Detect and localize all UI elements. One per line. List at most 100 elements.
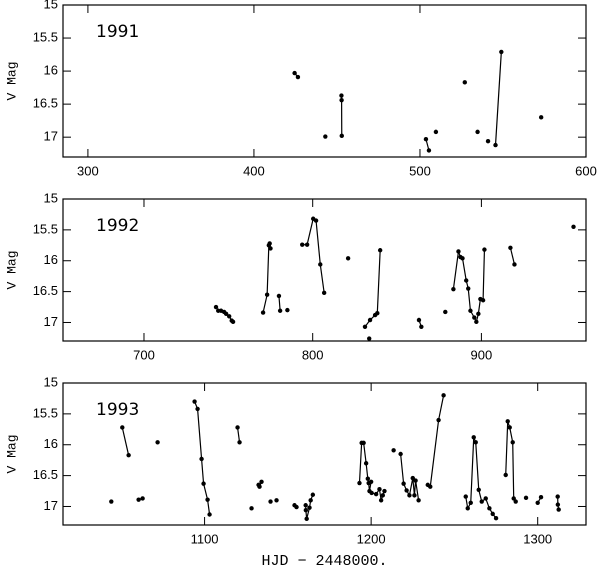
x-tick-label: 1200 [357, 531, 386, 546]
data-point [464, 278, 469, 283]
data-point [361, 440, 366, 446]
data-point [487, 506, 492, 511]
data-point [538, 495, 544, 500]
data-point [323, 134, 328, 139]
data-point [377, 248, 383, 253]
data-point [507, 425, 512, 430]
data-point [413, 478, 418, 483]
data-point [268, 246, 273, 251]
plot-frame [62, 382, 587, 526]
data-point [493, 516, 499, 521]
data-point [380, 493, 385, 498]
data-point [109, 499, 114, 504]
data-point [456, 249, 461, 254]
data-point [460, 256, 465, 261]
x-tick-label: 700 [133, 347, 155, 362]
data-point [451, 286, 456, 292]
light-curve-segment [465, 437, 497, 519]
y-axis-label: V Mag [4, 250, 19, 289]
data-point [308, 498, 313, 503]
data-point [199, 456, 204, 462]
data-point [373, 491, 379, 497]
data-point [473, 440, 478, 445]
data-point [226, 314, 232, 319]
x-tick-label: 1300 [523, 531, 552, 546]
data-point [412, 493, 417, 498]
data-point [538, 115, 544, 120]
data-point [428, 484, 433, 489]
data-point [230, 319, 236, 325]
data-point [257, 484, 262, 489]
y-tick-label: 17 [44, 314, 58, 329]
data-point [479, 499, 484, 504]
data-point [463, 494, 468, 499]
data-point [307, 505, 312, 510]
data-point [294, 504, 299, 510]
data-point [471, 435, 476, 440]
data-point [419, 324, 424, 329]
data-point [462, 80, 467, 85]
annotation: 1993 [96, 400, 139, 420]
y-tick-label: 16 [44, 436, 58, 451]
light-curve-segment [427, 395, 445, 488]
data-point [213, 304, 219, 310]
data-point [476, 311, 481, 317]
data-point [472, 315, 477, 320]
data-point [378, 498, 384, 503]
y-tick-label: 16.5 [33, 96, 58, 111]
data-point [503, 472, 508, 478]
data-point [367, 317, 373, 323]
data-point [555, 494, 560, 499]
data-point [264, 292, 270, 297]
data-point [126, 453, 131, 458]
data-point [357, 480, 362, 486]
y-tick-label: 15 [44, 374, 58, 389]
data-point [510, 440, 515, 445]
x-tick-label: 800 [302, 347, 324, 362]
data-point [466, 286, 471, 291]
x-tick-label: 1100 [191, 531, 219, 546]
data-point [416, 498, 421, 503]
data-point [480, 298, 486, 303]
data-point [512, 262, 517, 267]
y-axis-label: V Mag [4, 434, 19, 473]
y-tick-label: 16.5 [33, 467, 58, 482]
plot-frame [62, 198, 587, 342]
y-tick-label: 15.5 [33, 29, 58, 44]
data-point [321, 290, 327, 296]
data-point [268, 499, 273, 504]
light-curve-segment [236, 427, 241, 443]
data-point [482, 247, 487, 252]
data-point [475, 129, 480, 135]
data-point [368, 479, 374, 484]
data-point [267, 241, 272, 246]
y-tick-label: 15.5 [33, 221, 58, 236]
light-curve-segment [262, 241, 272, 313]
y-tick-label: 15.5 [33, 405, 58, 420]
data-point [277, 308, 283, 313]
data-point [276, 293, 282, 299]
data-point [404, 488, 409, 493]
data-point [493, 142, 498, 148]
data-point [345, 256, 351, 261]
data-point [410, 475, 415, 481]
data-point [401, 481, 406, 486]
x-tick-label: 400 [243, 163, 265, 178]
data-point [391, 448, 396, 453]
data-point [513, 499, 518, 504]
data-point [155, 440, 160, 445]
light-curve-segment [509, 247, 516, 265]
data-point [304, 516, 309, 522]
y-tick-label: 17 [44, 129, 58, 144]
x-tick-label: 900 [471, 347, 493, 362]
data-point [136, 497, 141, 502]
x-tick-label: 300 [77, 163, 99, 178]
x-tick-label: 600 [575, 163, 597, 178]
data-point [375, 311, 380, 316]
x-axis-label: HJD − 2448000. [261, 553, 387, 569]
data-point [295, 74, 301, 80]
data-point [195, 406, 200, 412]
data-point [508, 245, 513, 250]
data-point [303, 507, 309, 513]
y-tick-label: 15 [44, 0, 58, 11]
